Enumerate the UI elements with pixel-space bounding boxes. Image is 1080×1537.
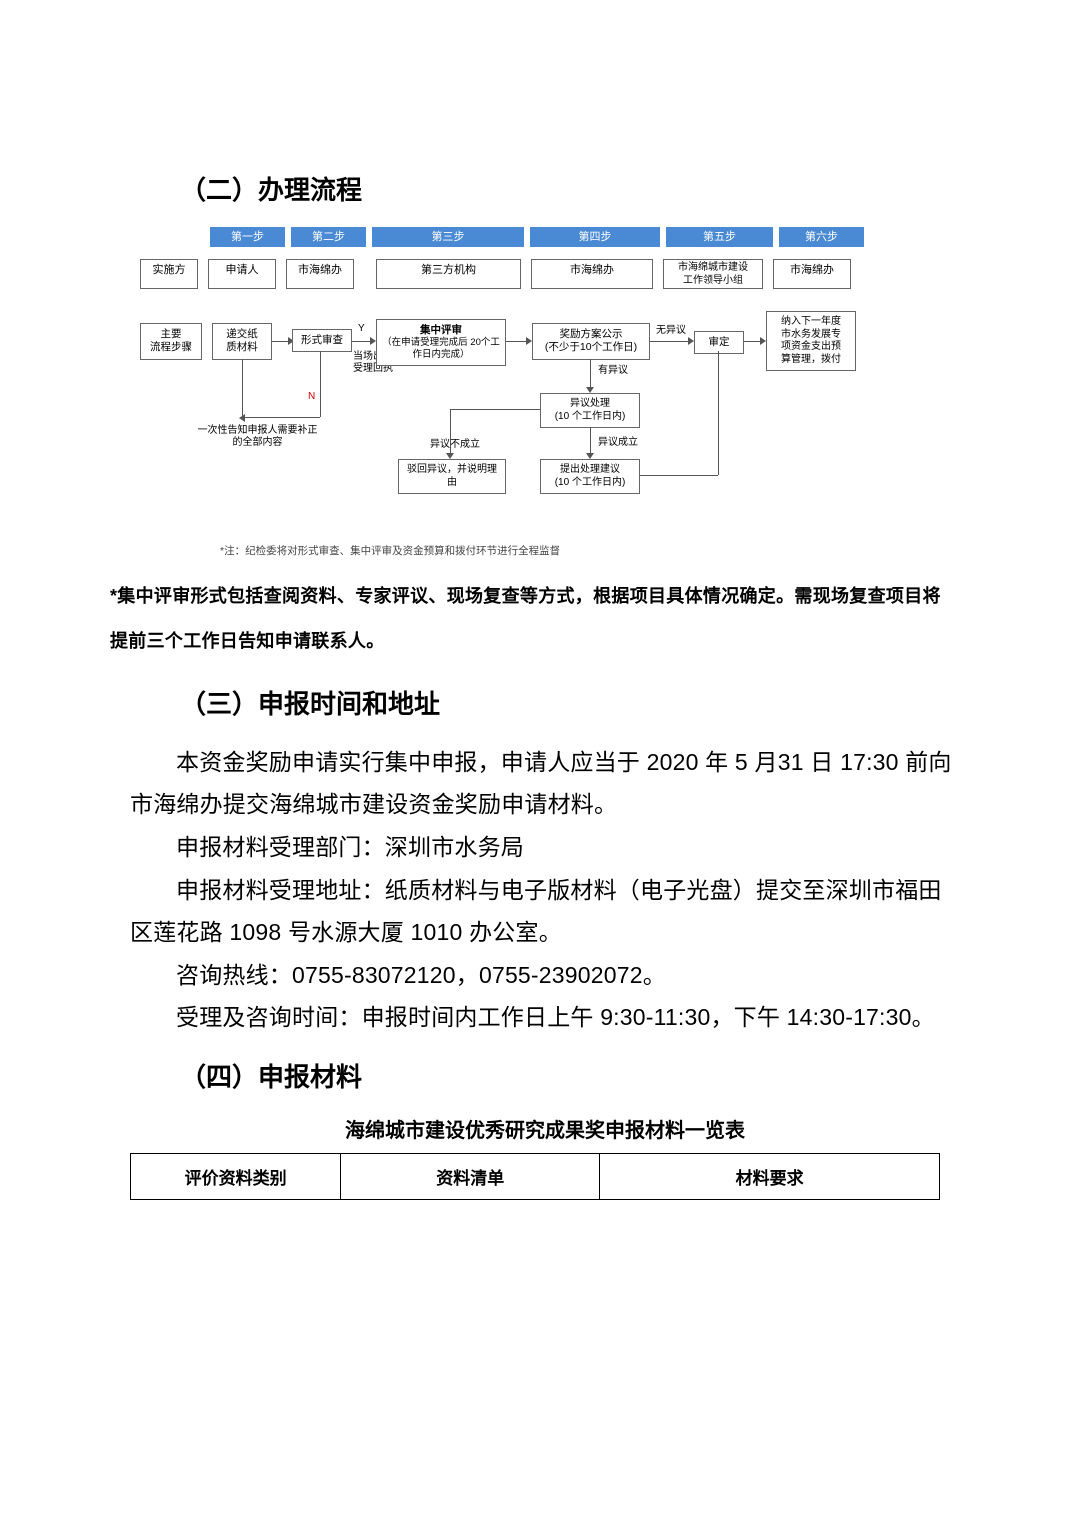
- step-2-header: 第二步: [291, 227, 366, 247]
- label-n: N: [308, 391, 315, 403]
- table-header-2: 资料清单: [341, 1153, 600, 1199]
- central-review-sub: （在申请受理完成后 20个工作日内完成）: [382, 337, 500, 361]
- section-4-heading: （四）申报材料: [180, 1057, 950, 1094]
- body-p1: 本资金奖励申请实行集中申报，申请人应当于 2020 年 5 月31 日 17:3…: [130, 741, 960, 826]
- step-3-header: 第三步: [372, 227, 524, 247]
- review-note: *集中评审形式包括查阅资料、专家评议、现场复查等方式，根据项目具体情况确定。需现…: [110, 574, 950, 664]
- section-2-heading: （二）办理流程: [180, 170, 950, 207]
- body-p2: 申报材料受理部门：深圳市水务局: [130, 826, 960, 869]
- label-no-obj: 无异议: [656, 325, 686, 337]
- central-review-title: 集中评审: [382, 324, 500, 337]
- flowchart: 第一步 第二步 第三步 第四步 第五步 第六步 实施方 申请人 市海绵办 第三方…: [140, 227, 950, 559]
- step-5-header: 第五步: [666, 227, 773, 247]
- label-has-obj: 有异议: [598, 365, 628, 377]
- actor-4: 市海绵办: [531, 259, 653, 289]
- box-objection: 异议处理 (10 个工作日内): [540, 393, 640, 428]
- box-correction: 一次性告知申报人需要补正 的全部内容: [185, 425, 330, 449]
- main-steps-label: 主要 流程步骤: [140, 323, 202, 359]
- box-form-review: 形式审查: [292, 329, 352, 352]
- box-approval: 审定: [694, 331, 744, 354]
- actor-5: 市海绵城市建设 工作领导小组: [663, 259, 763, 289]
- flowchart-actors-row: 实施方 申请人 市海绵办 第三方机构 市海绵办 市海绵城市建设 工作领导小组 市…: [140, 259, 950, 289]
- table-header-1: 评价资料类别: [131, 1153, 341, 1199]
- label-obj-invalid: 异议不成立: [430, 439, 480, 451]
- actor-label: 实施方: [140, 259, 198, 289]
- box-suggestion: 提出处理建议 (10 个工作日内): [540, 459, 640, 494]
- flowchart-steps-row: 第一步 第二步 第三步 第四步 第五步 第六步: [210, 227, 950, 247]
- actor-6: 市海绵办: [773, 259, 851, 289]
- box-submit: 递交纸 质材料: [212, 323, 272, 359]
- step-6-header: 第六步: [779, 227, 864, 247]
- table-header-row: 评价资料类别 资料清单 材料要求: [131, 1153, 940, 1199]
- materials-table-title: 海绵城市建设优秀研究成果奖申报材料一览表: [140, 1114, 950, 1143]
- actor-3: 第三方机构: [376, 259, 521, 289]
- box-next-year: 纳入下一年度 市水务发展专 项资金支出预 算管理，拨付: [766, 311, 856, 371]
- materials-table: 评价资料类别 资料清单 材料要求: [130, 1153, 940, 1200]
- section-3-heading: （三）申报时间和地址: [180, 684, 950, 721]
- label-obj-valid: 异议成立: [598, 437, 638, 449]
- flowchart-body: 主要 流程步骤 递交纸 质材料 形式审查 Y 当场出具 受理回执 集中评审 （在…: [140, 307, 950, 537]
- table-header-3: 材料要求: [600, 1153, 940, 1199]
- label-y: Y: [358, 323, 365, 335]
- step-4-header: 第四步: [530, 227, 660, 247]
- step-1-header: 第一步: [210, 227, 285, 247]
- box-reject-obj: 驳回异议，并说明理 由: [398, 459, 506, 494]
- actor-2: 市海绵办: [286, 259, 354, 289]
- body-p3: 申报材料受理地址：纸质材料与电子版材料（电子光盘）提交至深圳市福田区莲花路 10…: [130, 869, 960, 954]
- body-p5: 受理及咨询时间：申报时间内工作日上午 9:30-11:30，下午 14:30-1…: [130, 996, 960, 1039]
- box-publicity: 奖励方案公示 (不少于10个工作日): [532, 323, 650, 359]
- actor-1: 申请人: [208, 259, 276, 289]
- box-central-review: 集中评审 （在申请受理完成后 20个工作日内完成）: [376, 319, 506, 366]
- body-p4: 咨询热线：0755-83072120，0755-23902072。: [130, 954, 960, 997]
- flowchart-footnote: *注：纪检委将对形式审查、集中评审及资金预算和拨付环节进行全程监督: [220, 545, 950, 559]
